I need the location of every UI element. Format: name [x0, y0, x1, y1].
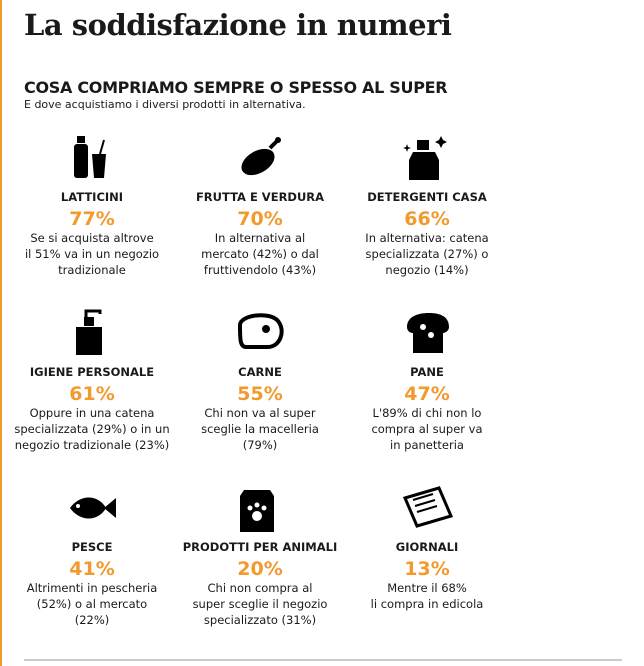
item-text: Mentre il 68%: [387, 581, 467, 595]
icon: [402, 486, 454, 528]
item: CARNE 55% Chi non va al super sceglie la ma…: [165, 305, 355, 453]
title: La soddisfazione in numeri: [24, 8, 452, 42]
item: FRUTTA E VERDURA 70% In alternativa al merc…: [165, 130, 355, 278]
item-percent: 41%: [69, 558, 115, 580]
item-text: mercato (42%) o dal: [201, 247, 319, 261]
item-percent: 20%: [237, 558, 283, 580]
item-text: super sceglie il negozio: [192, 597, 328, 611]
item-text: Altrimenti in pescheria: [26, 581, 158, 595]
item-text: L'89% di chi non lo: [372, 406, 482, 420]
item-percent: 55%: [237, 383, 283, 405]
item-text: il 51% va in un negozio: [24, 247, 160, 261]
item-percent: 61%: [69, 383, 115, 405]
item-label: GIORNALI: [395, 540, 459, 554]
item-text: In alternativa al: [214, 231, 306, 245]
item-label: IGIENE PERSONALE: [29, 365, 155, 379]
icon: [403, 136, 447, 180]
item: LATTICINI 77% Se si acquista altrove il 51%…: [0, 130, 187, 278]
description: E dove acquistiamo i diversi prodotti in…: [24, 98, 306, 111]
icon: [240, 490, 274, 532]
item-text: specializzata (27%) o: [365, 247, 489, 261]
item-text: Se si acquista altrove: [30, 231, 154, 245]
item-text: in panetteria: [390, 438, 464, 452]
item-text: compra al super va: [371, 422, 483, 436]
bottom-rule: [24, 659, 622, 661]
item-text: li compra in edicola: [370, 597, 484, 611]
item-text: (22%): [74, 613, 110, 627]
icon: [407, 313, 449, 353]
subtitle: COSA COMPRIAMO SEMPRE O SPESSO AL SUPER: [24, 78, 448, 97]
item-text: tradizionale: [58, 263, 126, 277]
item-text: Chi non va al super: [204, 406, 316, 420]
item-text: specializzato (31%): [203, 613, 317, 627]
item-label: DETERGENTI CASA: [367, 190, 487, 204]
item-text: negozio (14%): [385, 263, 469, 277]
icon: [76, 309, 102, 355]
item: IGIENE PERSONALE 61% Oppure in una catena s…: [0, 305, 187, 453]
item-text: specializzata (29%) o in un: [14, 422, 170, 436]
item-text: (79%): [242, 438, 278, 452]
icon: [70, 497, 116, 519]
item-text: negozio tradizionale (23%): [14, 438, 170, 452]
item-percent: 13%: [404, 558, 450, 580]
icon: [241, 137, 281, 176]
item-text: Oppure in una catena: [29, 406, 155, 420]
item-label: PRODOTTI PER ANIMALI: [182, 540, 338, 554]
item: PANE 47% L'89% di chi non lo compra al supe…: [332, 305, 522, 453]
item-percent: 47%: [404, 383, 450, 405]
item-label: CARNE: [238, 365, 282, 379]
item: GIORNALI 13% Mentre il 68% li compra in edi…: [332, 480, 522, 612]
item-percent: 66%: [404, 208, 450, 230]
item: DETERGENTI CASA 66% In alternativa: catena…: [332, 130, 522, 278]
item-label: FRUTTA E VERDURA: [195, 190, 325, 204]
item-label: PESCE: [71, 540, 113, 554]
item-label: PANE: [410, 365, 444, 379]
item-percent: 77%: [69, 208, 115, 230]
item-text: Chi non compra al: [207, 581, 313, 595]
item-text: In alternativa: catena: [365, 231, 489, 245]
item-text: sceglie la macelleria: [201, 422, 319, 436]
item-percent: 70%: [237, 208, 283, 230]
item: PRODOTTI PER ANIMALI 20% Chi non compra al…: [165, 480, 355, 628]
item-text: fruttivendolo (43%): [203, 263, 317, 277]
icon: [74, 136, 106, 178]
icon: [237, 313, 284, 349]
item-text: (52%) o al mercato: [36, 597, 148, 611]
item: PESCE 41% Altrimenti in pescheria (52%) o a…: [0, 480, 187, 628]
item-label: LATTICINI: [60, 190, 124, 204]
